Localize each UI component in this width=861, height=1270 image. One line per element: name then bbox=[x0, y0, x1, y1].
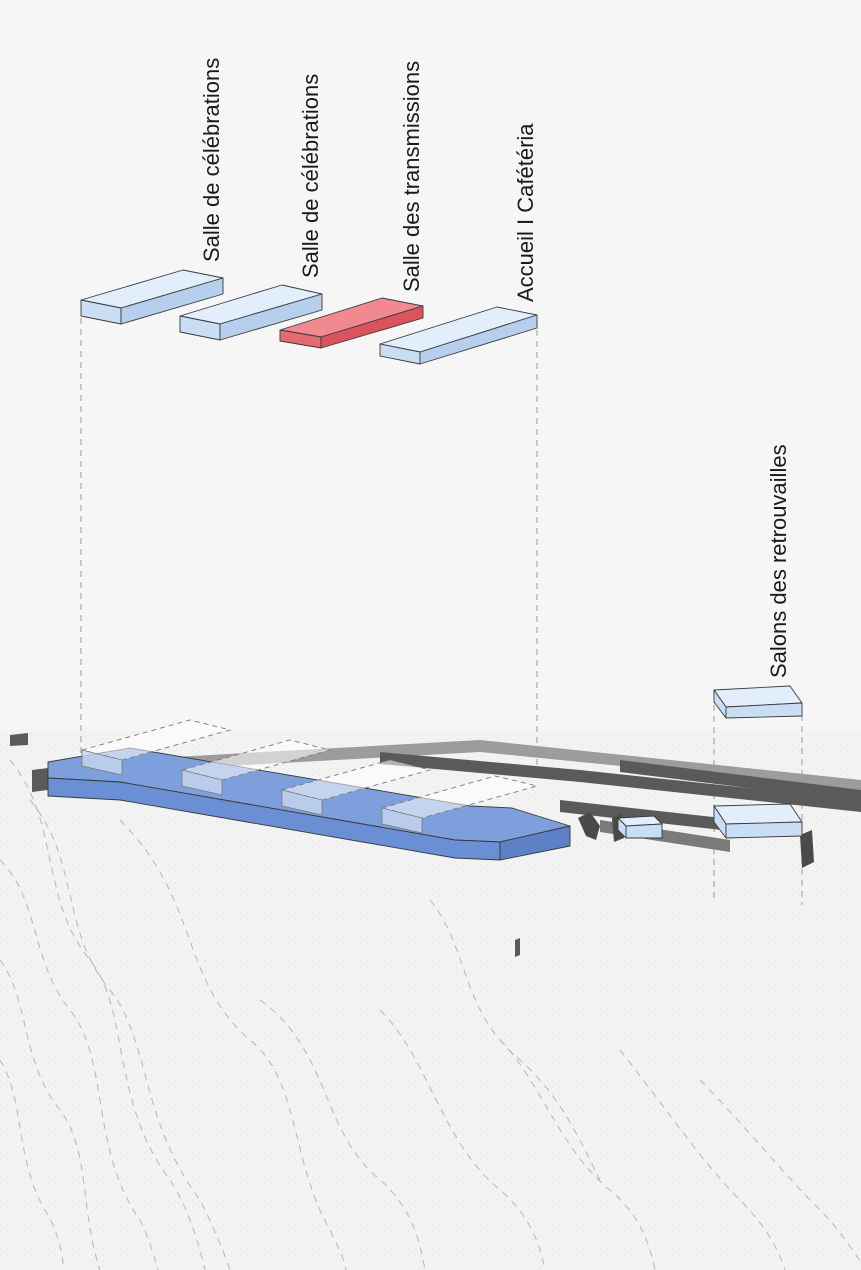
ghost-room-outlines bbox=[80, 719, 538, 834]
volume-accueil bbox=[379, 306, 538, 365]
label-accueil: Accueil I Cafétéria bbox=[513, 123, 538, 302]
volume-transmissions bbox=[279, 297, 424, 349]
label-transmissions: Salle des transmissions bbox=[399, 61, 424, 292]
label-retrouvailles: Salons des retrouvailles bbox=[766, 444, 791, 678]
topographic-contours bbox=[0, 759, 861, 1270]
small-volume-base bbox=[617, 815, 663, 839]
label-celebrations-2: Salle de célébrations bbox=[298, 74, 323, 278]
volume-retrouvailles bbox=[713, 685, 803, 719]
volume-celebrations-1 bbox=[80, 269, 224, 325]
label-celebrations-1: Salle de célébrations bbox=[199, 58, 224, 262]
retrouvailles-footprint bbox=[713, 803, 803, 839]
volume-celebrations-2 bbox=[179, 284, 323, 341]
projection-guides bbox=[80, 318, 803, 905]
